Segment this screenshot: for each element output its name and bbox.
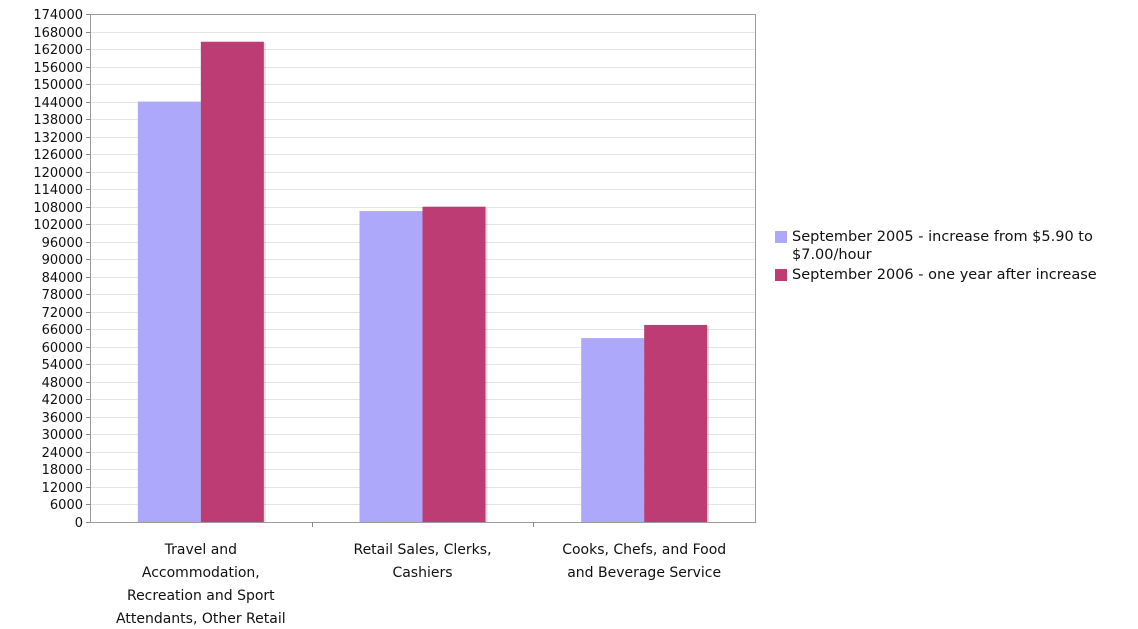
x-category-label-line: Retail Sales, Clerks, [353,542,491,558]
axes [86,14,756,527]
x-category-label-line: Accommodation, [142,565,260,581]
legend: September 2005 - increase from $5.90 to … [775,228,1105,286]
legend-item-2005: September 2005 - increase from $5.90 to … [775,228,1105,264]
y-tick-label: 126000 [33,148,83,163]
y-tick-label: 96000 [42,236,83,251]
y-tick-label: 6000 [50,498,83,513]
x-category-label-line: Travel and [164,542,237,558]
x-category-label: Cooks, Chefs, and Food and Beverage Servi… [562,542,726,581]
x-category-label: Retail Sales, Clerks, Cashiers [353,542,491,581]
y-tick-label: 54000 [42,358,83,373]
y-tick-label: 30000 [42,428,83,443]
y-tick-label: 42000 [42,393,83,408]
y-tick-label: 144000 [33,96,83,111]
bar-2005-cat-2 [581,338,645,522]
y-tick-label: 156000 [33,61,83,76]
x-category-label-line: and Beverage Service [567,565,721,581]
x-axis-category-labels: Travel and Accommodation, Recreation and S… [116,542,726,627]
legend-label-2006: September 2006 - one year after increase [792,267,1097,283]
y-tick-label: 150000 [33,78,83,93]
y-tick-label: 162000 [33,43,83,58]
bar-2006-cat-2 [644,324,708,522]
y-tick-label: 60000 [42,341,83,356]
x-category-label-line: Attendants, Other Retail [116,611,286,627]
x-category-label-line: Cashiers [392,565,452,581]
x-category-label-line: Cooks, Chefs, and Food [562,542,726,558]
legend-swatch-2005 [775,231,787,243]
bar-2006-cat-1 [422,206,486,523]
y-tick-label: 66000 [42,323,83,338]
plot-frame [90,14,756,523]
bar-2005-cat-0 [137,101,201,522]
y-tick-label: 0 [75,516,83,531]
bar-2006-cat-0 [200,41,264,523]
y-tick-label: 132000 [33,131,83,146]
y-tick-label: 168000 [33,26,83,41]
y-tick-label: 48000 [42,376,83,391]
bar-2005-cat-1 [359,211,423,522]
y-tick-label: 24000 [42,446,83,461]
legend-item-2006: September 2006 - one year after increase [775,266,1105,284]
y-tick-label: 36000 [42,411,83,426]
y-tick-label: 108000 [33,201,83,216]
y-tick-label: 18000 [42,463,83,478]
y-tick-label: 12000 [42,481,83,496]
x-category-label: Travel and Accommodation, Recreation and S… [116,542,286,627]
legend-swatch-2006 [775,269,787,281]
y-tick-label: 138000 [33,113,83,128]
y-tick-label: 78000 [42,288,83,303]
y-tick-label: 72000 [42,306,83,321]
x-category-label-line: Recreation and Sport [127,588,275,604]
y-axis-tick-labels: 0 6000 12000 18000 24000 30000 36000 42000 48000… [33,8,83,531]
y-tick-label: 102000 [33,218,83,233]
y-tick-label: 114000 [33,183,83,198]
y-tick-label: 84000 [42,271,83,286]
legend-label-2005: September 2005 - increase from $5.90 to … [792,229,1093,263]
y-tick-label: 90000 [42,253,83,268]
y-tick-label: 174000 [33,8,83,23]
bars [137,41,710,523]
y-tick-label: 120000 [33,166,83,181]
